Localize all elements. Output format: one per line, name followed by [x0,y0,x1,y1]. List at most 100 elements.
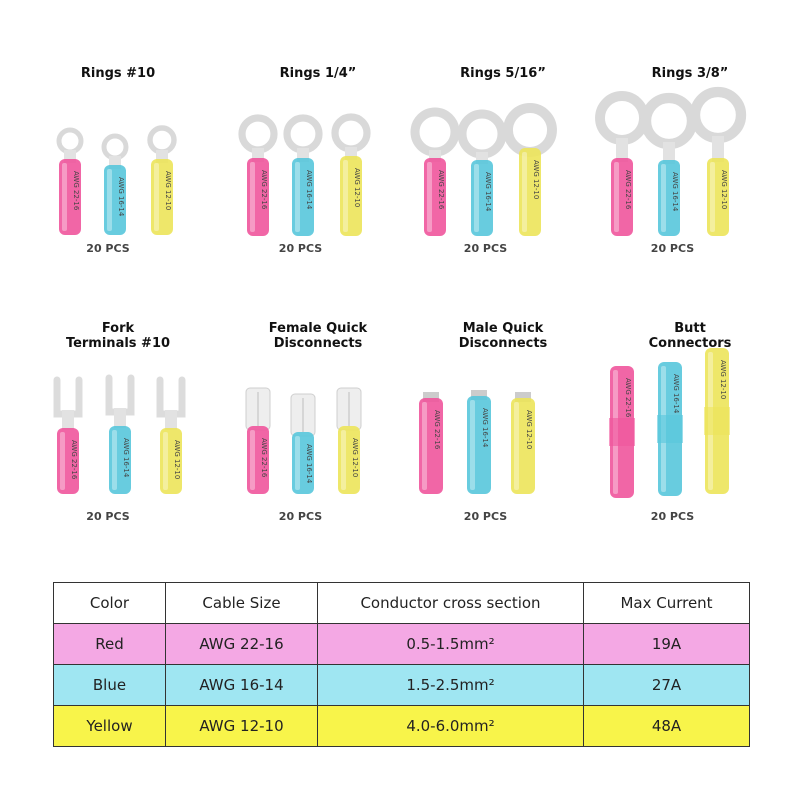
terminal-group-2: Rings 1/4” AWG 22-16 AWG 16-14 AWG 12-10 20 … [218,60,418,280]
terminal-awg-label: AWG 16-14 [305,444,313,484]
terminal-group-3: Rings 5/16” AWG 22-16 AWG 16-14 AWG 12-10 20… [403,60,603,280]
cell-color: Red [53,623,166,665]
terminal-awg-label: AWG 22-16 [437,170,445,210]
quantity-label: 20 PCS [463,510,508,523]
terminal-awg-label: AWG 16-14 [481,408,489,448]
terminal-awg-label: AWG 16-14 [122,438,130,478]
terminal-yellow: AWG 12-10 [336,387,362,494]
terminal-awg-label: AWG 22-16 [72,171,80,211]
terminal-yellow: AWG 12-10 [704,348,730,494]
terminal-group-title: Rings 1/4” [279,66,357,81]
terminal-awg-label: AWG 12-10 [719,360,727,399]
terminal-pink: AWG 22-16 [56,127,84,235]
quantity-label: 20 PCS [650,510,695,523]
quantity-label: 20 PCS [278,510,323,523]
terminal-illustration: AWG 22-16 AWG 16-14 AWG 12-10 [419,390,535,494]
terminal-blue: AWG 16-14 [467,390,491,494]
terminal-awg-label: AWG 12-10 [164,171,172,210]
terminal-group-title: Rings 3/8” [651,66,729,81]
header-color: Color [53,582,166,624]
terminal-awg-label: AWG 12-10 [525,410,533,449]
terminal-pink: AWG 22-16 [419,392,443,494]
terminal-illustration: AWG 22-16 AWG 16-14 AWG 12-10 [53,374,186,494]
cell-size: AWG 16-14 [165,664,318,706]
terminal-group-title: Butt Connectors [648,321,732,351]
terminal-blue: AWG 16-14 [657,362,683,496]
cell-current: 19A [583,623,750,665]
terminal-illustration: AWG 22-16 AWG 16-14 AWG 12-10 [245,387,362,494]
terminal-awg-label: AWG 12-10 [353,168,361,207]
quantity-label: 20 PCS [86,242,130,255]
cell-size: AWG 22-16 [165,623,318,665]
terminal-awg-label: AWG 12-10 [351,438,359,477]
terminal-awg-label: AWG 12-10 [173,440,181,479]
terminal-group-6: Female Quick Disconnects AWG 22-16 AWG 16-… [218,318,418,538]
cell-section: 0.5-1.5mm² [317,623,584,665]
terminal-group-title: Female Quick Disconnects [268,321,368,351]
terminal-awg-label: AWG 12-10 [720,170,728,209]
table-row-yellow: Yellow AWG 12-10 4.0-6.0mm² 48A [53,705,750,747]
table-row-red: Red AWG 22-16 0.5-1.5mm² 19A [53,623,750,665]
header-cable-size: Cable Size [165,582,318,624]
terminal-illustration: AWG 22-16 AWG 16-14 AWG 12-10 [238,113,371,236]
terminal-awg-label: AWG 22-16 [260,438,268,478]
header-cross-section: Conductor cross section [317,582,584,624]
terminal-awg-label: AWG 22-16 [260,170,268,210]
terminal-awg-label: AWG 16-14 [305,170,313,210]
terminal-awg-label: AWG 16-14 [671,172,679,212]
terminal-group-5: Fork Terminals #10 AWG 22-16 AWG 16-14 AWG … [18,318,218,538]
cell-current: 27A [583,664,750,706]
terminal-group-title: Male Quick Disconnects [458,321,548,351]
terminal-blue: AWG 16-14 [290,393,316,494]
terminal-blue: AWG 16-14 [457,109,507,236]
terminal-group-1: Rings #10 AWG 22-16 AWG 16-14 AWG 12-10 20 P… [18,60,218,280]
cell-section: 4.0-6.0mm² [317,705,584,747]
terminal-awg-label: AWG 16-14 [484,172,492,212]
terminal-pink: AWG 22-16 [609,366,635,498]
cell-color: Yellow [53,705,166,747]
terminal-awg-label: AWG 22-16 [433,410,441,450]
terminal-group-title: Fork Terminals #10 [65,321,171,351]
terminal-awg-label: AWG 22-16 [70,440,78,480]
terminal-yellow: AWG 12-10 [331,113,371,236]
terminal-pink: AWG 22-16 [595,91,649,236]
terminal-illustration: AWG 22-16 AWG 16-14 AWG 12-10 [595,86,747,236]
terminal-awg-label: AWG 22-16 [624,170,632,210]
terminal-pink: AWG 22-16 [53,376,83,494]
cell-section: 1.5-2.5mm² [317,664,584,706]
terminal-pink: AWG 22-16 [245,387,271,494]
table-header-row: Color Cable Size Conductor cross section… [53,582,750,624]
terminal-illustration: AWG 22-16 AWG 16-14 AWG 12-10 [609,348,730,498]
cell-size: AWG 12-10 [165,705,318,747]
quantity-label: 20 PCS [86,510,130,523]
terminal-yellow: AWG 12-10 [147,125,177,235]
quantity-label: 20 PCS [650,242,695,255]
terminal-awg-label: AWG 22-16 [624,378,632,418]
terminal-group-7: Male Quick Disconnects AWG 22-16 AWG 16-14… [403,318,603,538]
table-row-blue: Blue AWG 16-14 1.5-2.5mm² 27A [53,664,750,706]
terminal-illustration: AWG 22-16 AWG 16-14 AWG 12-10 [410,103,557,236]
specs-table: Color Cable Size Conductor cross section… [53,582,750,747]
quantity-label: 20 PCS [463,242,508,255]
terminal-awg-label: AWG 16-14 [672,374,680,414]
terminal-pink: AWG 22-16 [410,107,460,236]
terminal-group-8: Butt Connectors AWG 22-16 AWG 16-14 AWG 12-… [590,318,790,538]
terminal-blue: AWG 16-14 [283,114,323,236]
terminal-group-4: Rings 3/8” AWG 22-16 AWG 16-14 AWG 12-10 20 … [590,60,790,280]
terminal-awg-label: AWG 12-10 [532,160,540,199]
header-max-current: Max Current [583,582,750,624]
cell-color: Blue [53,664,166,706]
terminal-pink: AWG 22-16 [238,114,278,236]
terminal-illustration: AWG 22-16 AWG 16-14 AWG 12-10 [56,125,177,235]
terminal-yellow: AWG 12-10 [503,103,557,236]
terminal-blue: AWG 16-14 [101,133,129,235]
terminal-blue: AWG 16-14 [640,92,698,236]
quantity-label: 20 PCS [278,242,323,255]
terminal-awg-label: AWG 16-14 [117,177,125,217]
cell-current: 48A [583,705,750,747]
terminal-blue: AWG 16-14 [105,374,135,494]
terminal-yellow: AWG 12-10 [156,376,186,494]
terminal-group-title: Rings 5/16” [460,66,546,81]
terminal-yellow: AWG 12-10 [511,392,535,494]
terminal-group-title: Rings #10 [80,66,156,81]
